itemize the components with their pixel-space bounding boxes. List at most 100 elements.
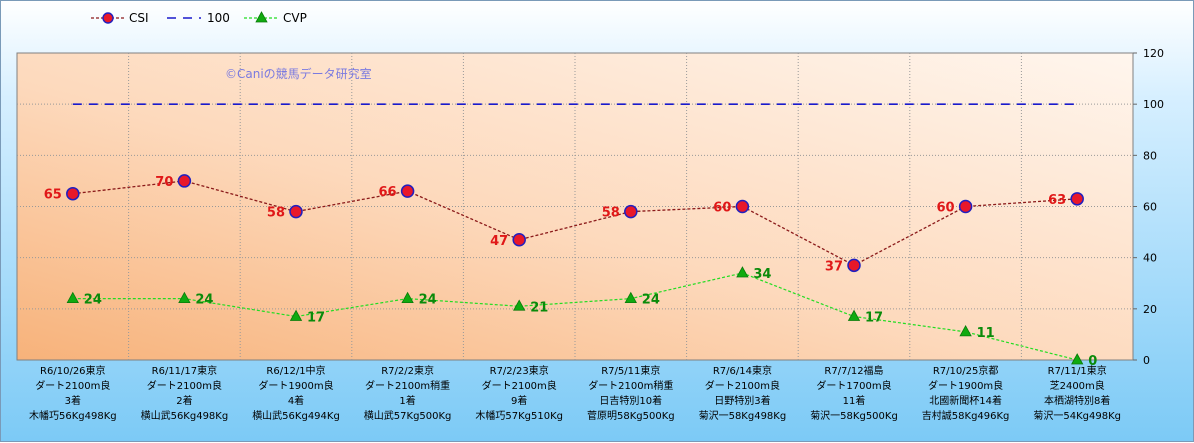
- x-tick-label-line: R7/2/23東京: [490, 364, 549, 377]
- cvp-point: [624, 291, 637, 304]
- csi-data-label: 58: [602, 206, 620, 221]
- x-tick-label-line: R7/11/1東京: [1048, 364, 1107, 377]
- csi-data-label: 47: [490, 234, 508, 249]
- x-tick-label-line: ダート2100m稍重: [365, 379, 450, 392]
- csi-data-label: 66: [379, 185, 397, 200]
- x-tick-label-line: R7/10/25京都: [933, 364, 999, 377]
- cvp-point: [736, 266, 749, 278]
- x-tick-label: R7/6/14東京ダート2100m良日野特別3着菊沢一58Kg498Kg: [699, 364, 787, 422]
- series-line-cvp: [72, 272, 1078, 361]
- x-tick-label-line: 横山武57Kg500Kg: [364, 409, 452, 422]
- x-tick-label-line: ダート1900m良: [928, 379, 1003, 392]
- legend-label-100: 100: [207, 11, 230, 25]
- csi-point: [512, 233, 526, 247]
- cvp-data-label: 24: [84, 293, 102, 308]
- legend-label-csi: CSI: [129, 11, 149, 25]
- x-tick-label: R7/2/23東京ダート2100m良 9着木幡巧57Kg510Kg: [475, 364, 563, 422]
- cvp-data-label: 17: [865, 311, 883, 326]
- x-tick-label-line: 横山武56Kg498Kg: [141, 409, 229, 422]
- csi-point: [400, 184, 415, 198]
- x-tick-label-line: R6/11/17東京: [152, 364, 218, 377]
- x-tick-label-line: ダート1900m良: [258, 379, 333, 392]
- csi-point: [958, 199, 973, 214]
- x-tick-label-line: ダート2100m良: [147, 379, 222, 392]
- watermark-text: ©Caniの競馬データ研究室: [225, 66, 372, 81]
- legend-marker-csi: [102, 12, 114, 24]
- csi-point: [735, 199, 750, 214]
- series-layer: 24 24 17 24 21 24 34 17 11 0 65 70 58 66 47 58 60 37 60 63: [44, 103, 1097, 369]
- x-tick-label-line: 11着: [843, 394, 866, 407]
- x-tick-label: R7/2/2東京ダート2100m稍重 1着横山武57Kg500Kg: [364, 364, 452, 422]
- x-tick-label-line: 菅原明58Kg500Kg: [587, 410, 675, 422]
- cvp-data-label: 34: [753, 267, 771, 282]
- x-tick-label: R7/11/1東京芝2400m良本栖湖特別8着菊沢一54Kg498Kg: [1033, 364, 1121, 422]
- y-tick-label: 100: [1143, 98, 1164, 111]
- x-tick-label-line: ダート1700m良: [816, 379, 891, 392]
- cvp-point: [959, 325, 972, 337]
- series-line-csi: [72, 180, 1078, 267]
- x-tick-label-line: 菊沢一58Kg498Kg: [699, 409, 787, 422]
- y-tick-label: 80: [1143, 149, 1157, 162]
- cvp-point: [847, 309, 861, 321]
- cvp-data-label: 24: [419, 293, 437, 308]
- x-tick-label-line: 横山武56Kg494Kg: [252, 409, 340, 422]
- cvp-data-label: 17: [307, 311, 325, 326]
- x-tick-label-line: 吉村誠58Kg496Kg: [922, 409, 1010, 422]
- x-tick-label-line: 芝2400m良: [1050, 379, 1105, 392]
- csi-data-label: 70: [155, 175, 173, 190]
- x-tick-label: R7/5/11東京ダート2100m稍重日吉特別10着菅原明58Kg500Kg: [587, 364, 675, 422]
- csi-point: [1070, 192, 1084, 206]
- x-tick-label-line: ダート2100m良: [705, 379, 780, 392]
- x-tick-label-line: 木幡巧57Kg510Kg: [475, 409, 563, 422]
- x-tick-label-line: 本栖湖特別8着: [1044, 394, 1110, 407]
- csi-point: [177, 174, 192, 188]
- legend: CSI 100 CVP: [91, 11, 307, 25]
- y-axis: 0 20 40 60 80 100 120: [1133, 47, 1164, 367]
- y-tick-label: 0: [1143, 354, 1150, 367]
- x-tick-label-line: R7/6/14東京: [713, 364, 772, 377]
- csi-data-label: 63: [1048, 193, 1066, 208]
- x-tick-label: R6/10/26東京ダート2100m良 3着木幡巧56Kg498Kg: [29, 364, 117, 422]
- y-tick-label: 40: [1143, 252, 1157, 265]
- x-tick-label-line: ダート2100m良: [35, 379, 110, 392]
- cvp-point: [289, 309, 303, 321]
- csi-point: [66, 186, 80, 201]
- x-tick-label-line: 4着: [288, 394, 304, 407]
- csi-data-label: 60: [713, 201, 731, 216]
- x-axis-labels: R6/10/26東京ダート2100m良 3着木幡巧56Kg498Kg R6/11/1…: [29, 364, 1121, 422]
- x-tick-label: R6/12/1中京ダート1900m良 4着横山武56Kg494Kg: [252, 364, 340, 422]
- x-tick-label-line: 北國新聞杯14着: [929, 394, 1002, 407]
- x-tick-label-line: 2着: [176, 394, 192, 407]
- cvp-point: [513, 299, 526, 311]
- x-tick-label-line: R7/5/11東京: [601, 364, 660, 377]
- x-tick-label-line: 菊沢一54Kg498Kg: [1033, 409, 1121, 422]
- x-tick-label-line: 木幡巧56Kg498Kg: [29, 409, 117, 422]
- x-tick-label-line: R7/2/2東京: [381, 364, 434, 377]
- x-tick-label-line: R6/12/1中京: [266, 364, 325, 377]
- cvp-point: [1071, 353, 1084, 365]
- cvp-point: [401, 291, 414, 304]
- x-tick-label-line: ダート2100m良: [482, 379, 557, 392]
- cvp-data-label: 21: [530, 300, 548, 315]
- x-tick-label-line: 菊沢一58Kg500Kg: [810, 409, 898, 422]
- legend-label-cvp: CVP: [283, 11, 307, 25]
- y-tick-label: 120: [1143, 47, 1164, 60]
- csi-point: [847, 258, 861, 273]
- cvp-data-label: 0: [1088, 354, 1097, 369]
- x-tick-label: R7/7/12福島ダート1700m良 11着菊沢一58Kg500Kg: [810, 364, 898, 422]
- cvp-point: [178, 291, 191, 304]
- x-tick-label-line: 3着: [65, 394, 81, 407]
- cvp-data-label: 24: [642, 293, 660, 308]
- x-tick-label-line: 9着: [511, 394, 527, 407]
- csi-data-label: 60: [937, 201, 955, 216]
- x-tick-label-line: 日吉特別10着: [599, 394, 662, 407]
- x-tick-label-line: 日野特別3着: [714, 394, 770, 407]
- x-tick-label-line: R6/10/26東京: [40, 364, 106, 377]
- csi-data-label: 65: [44, 188, 62, 203]
- y-tick-label: 60: [1143, 201, 1157, 214]
- csi-point: [289, 204, 303, 219]
- x-tick-label: R6/11/17東京ダート2100m良 2着横山武56Kg498Kg: [141, 364, 229, 422]
- cvp-point: [66, 291, 79, 304]
